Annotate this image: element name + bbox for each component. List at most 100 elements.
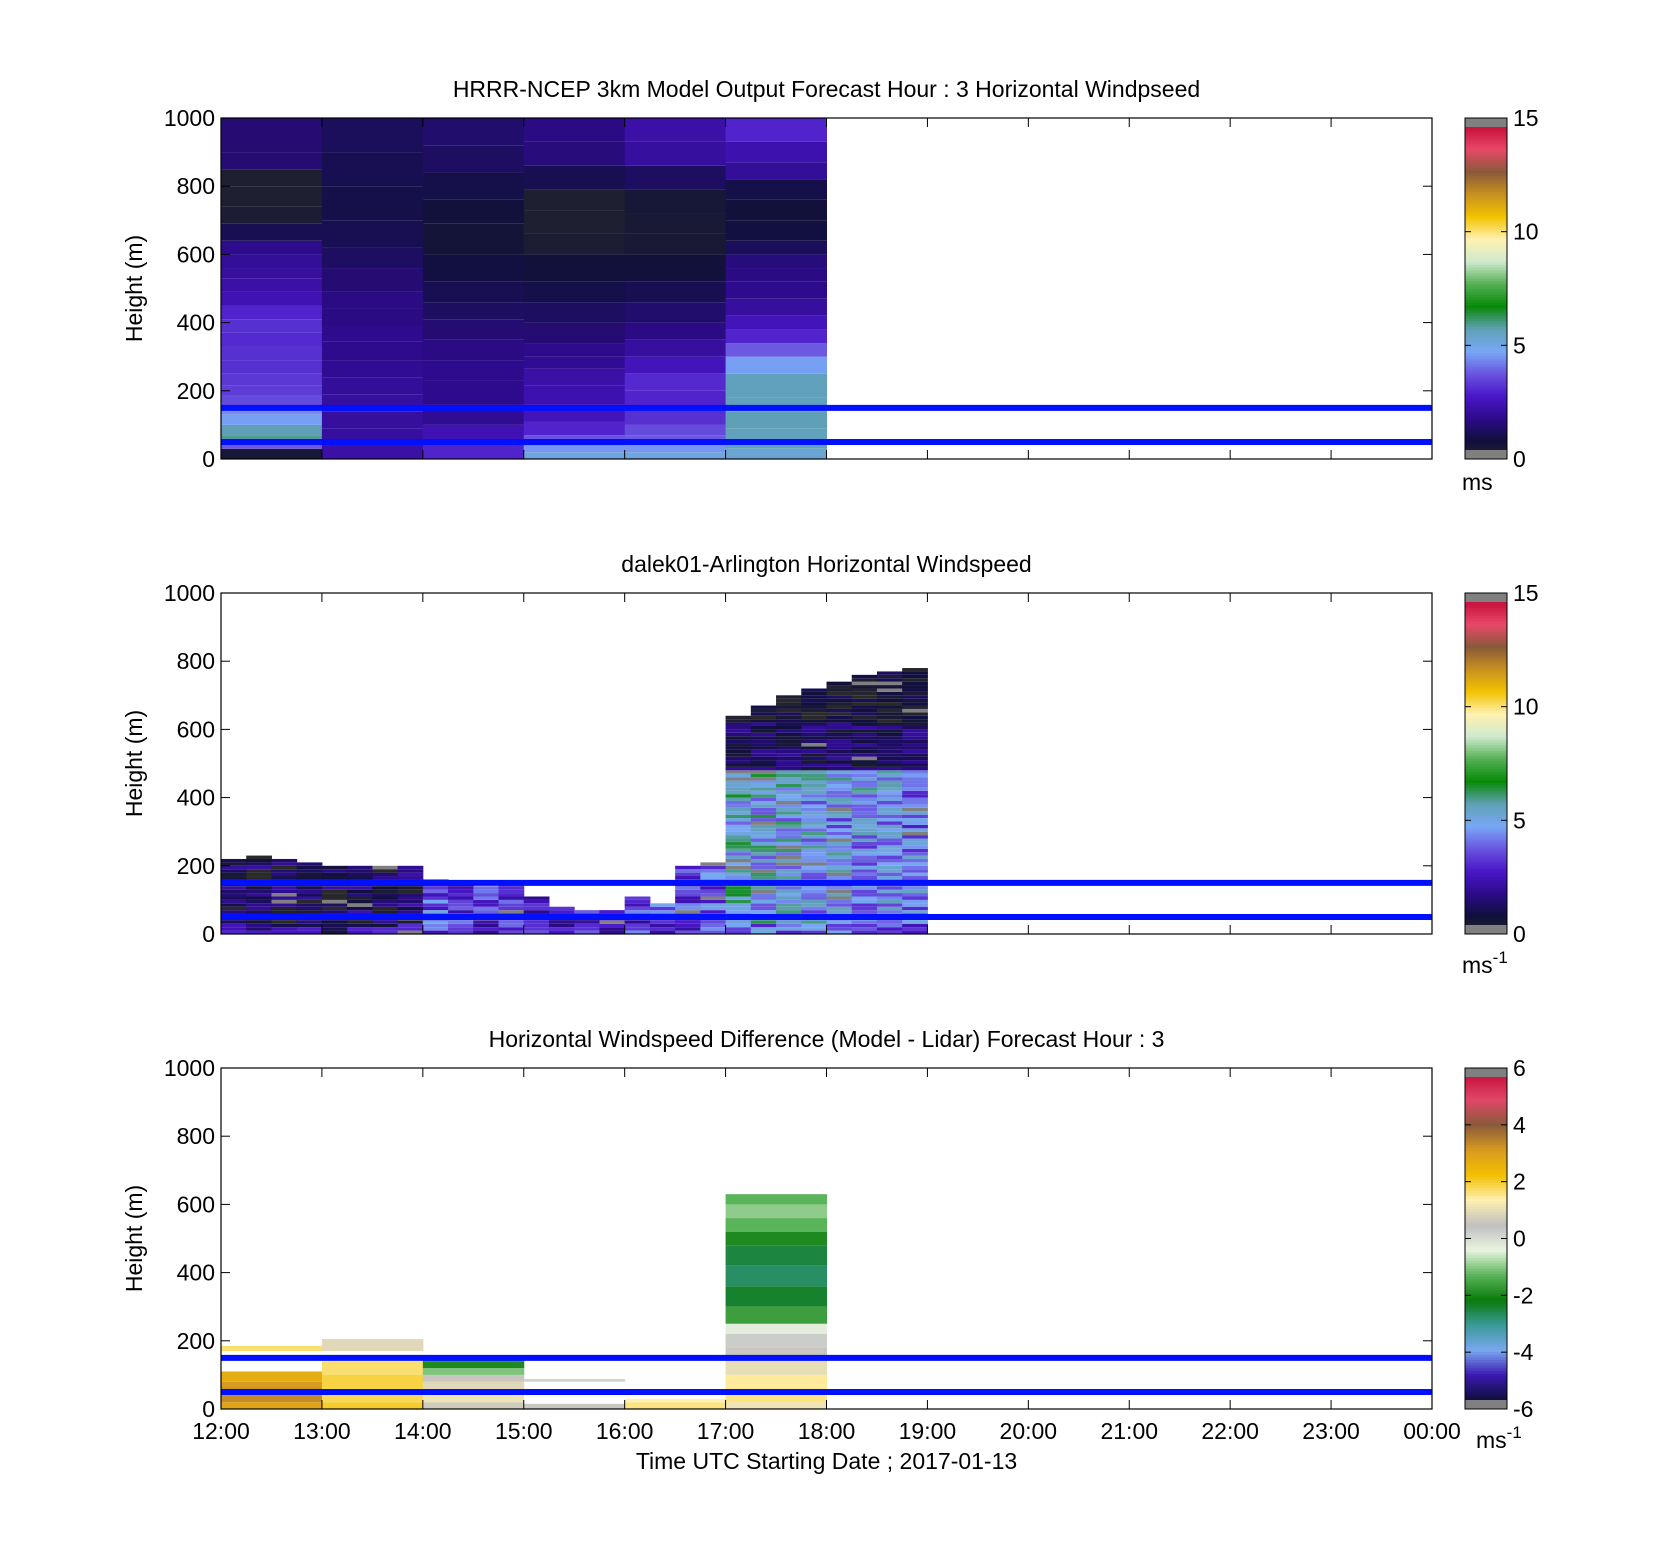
colorbar-unit-base: ms <box>1462 952 1493 978</box>
data-cell <box>271 876 298 880</box>
colorbar-segment <box>1465 1219 1507 1223</box>
data-cell <box>801 739 827 744</box>
colorbar-segment <box>1465 663 1507 668</box>
data-cell <box>750 858 777 863</box>
data-cell <box>523 165 626 190</box>
data-cell <box>221 865 247 870</box>
y-tick-label: 600 <box>177 1191 215 1217</box>
colorbar-segment <box>1465 1370 1507 1374</box>
data-cell <box>826 760 853 764</box>
data-cell <box>776 862 802 866</box>
data-cell <box>498 906 525 911</box>
data-cell <box>548 906 575 911</box>
data-cell <box>347 869 373 873</box>
y-tick-label: 200 <box>177 853 215 879</box>
data-cell <box>902 749 928 754</box>
colorbar-segment <box>1465 355 1507 360</box>
data-cell <box>826 790 853 795</box>
data-cell <box>851 838 878 842</box>
colorbar-segment <box>1465 283 1507 287</box>
data-cell <box>902 906 928 911</box>
x-tick-label: 21:00 <box>1100 1418 1158 1444</box>
data-cell <box>523 910 550 914</box>
data-cell <box>750 766 777 771</box>
colorbar-segment <box>1465 363 1507 368</box>
data-cell <box>725 281 827 299</box>
data-cell <box>725 739 752 744</box>
data-cell <box>750 801 777 805</box>
colorbar-segment <box>1465 1085 1507 1089</box>
data-cell <box>876 804 903 808</box>
data-cell <box>725 1231 827 1246</box>
data-cell <box>826 770 853 774</box>
colorbar-segment <box>1465 908 1507 913</box>
data-cell <box>599 910 626 914</box>
colorbar-segment <box>1465 1332 1507 1336</box>
data-cell <box>851 739 878 744</box>
colorbar-tick-label: 5 <box>1513 332 1526 358</box>
data-cell <box>801 702 827 706</box>
data-cell <box>776 783 802 788</box>
colorbar-segment <box>1465 1225 1507 1229</box>
data-cell <box>347 923 373 928</box>
data-cell <box>902 886 928 890</box>
colorbar-segment <box>1465 790 1507 794</box>
data-cell <box>876 763 903 767</box>
data-cell <box>296 869 323 873</box>
data-cell <box>448 903 474 907</box>
x-tick-label: 18:00 <box>798 1418 856 1444</box>
data-cell <box>321 920 348 924</box>
colorbar-segment <box>1465 1133 1507 1137</box>
colorbar-segment <box>1465 752 1507 757</box>
colorbar-segment <box>1465 1394 1507 1398</box>
colorbar-segment <box>1465 758 1507 762</box>
data-cell <box>725 760 752 764</box>
data-cell <box>826 848 853 853</box>
data-cell <box>675 927 701 931</box>
data-cell <box>725 927 752 931</box>
data-cell <box>876 719 903 723</box>
colorbar-segment <box>1465 634 1507 638</box>
data-cell <box>624 896 651 900</box>
colorbar-segment <box>1465 353 1507 357</box>
data-cell <box>725 736 752 740</box>
colorbar-segment <box>1465 811 1507 816</box>
data-cell <box>876 695 903 699</box>
colorbar-segment <box>1465 358 1507 362</box>
data-cell <box>246 858 272 863</box>
data-cell <box>851 678 878 682</box>
data-cell <box>851 814 878 819</box>
data-cell <box>876 743 903 747</box>
colorbar-segment <box>1465 782 1507 786</box>
data-cell <box>776 732 802 737</box>
data-cell <box>221 448 323 459</box>
colorbar-segment <box>1465 178 1507 182</box>
data-cell <box>750 831 777 836</box>
colorbar-segment <box>1465 677 1507 681</box>
colorbar-segment <box>1465 441 1507 446</box>
data-cell <box>725 1333 827 1348</box>
colorbar-segment <box>1465 331 1507 335</box>
data-cell <box>776 858 802 863</box>
data-cell <box>221 886 247 890</box>
data-cell <box>801 841 827 846</box>
colorbar-segment <box>1465 1381 1507 1385</box>
data-cell <box>725 240 827 255</box>
data-cell <box>851 756 878 761</box>
data-cell <box>826 841 853 846</box>
data-cell <box>801 790 827 795</box>
data-cell <box>750 807 777 812</box>
data-cell <box>397 920 424 924</box>
data-cell <box>725 845 752 849</box>
data-cell <box>574 930 600 934</box>
colorbar-segment <box>1465 1313 1507 1318</box>
data-cell <box>397 923 424 928</box>
colorbar-segment <box>1465 618 1507 622</box>
colorbar-segment <box>1465 1082 1507 1086</box>
data-cell <box>801 831 827 836</box>
y-axis: 0 200 400 600 800 1000 <box>164 1055 1432 1422</box>
data-cell <box>397 865 424 870</box>
data-cell <box>498 903 525 907</box>
data-cell <box>296 896 323 900</box>
data-cell <box>826 835 853 839</box>
